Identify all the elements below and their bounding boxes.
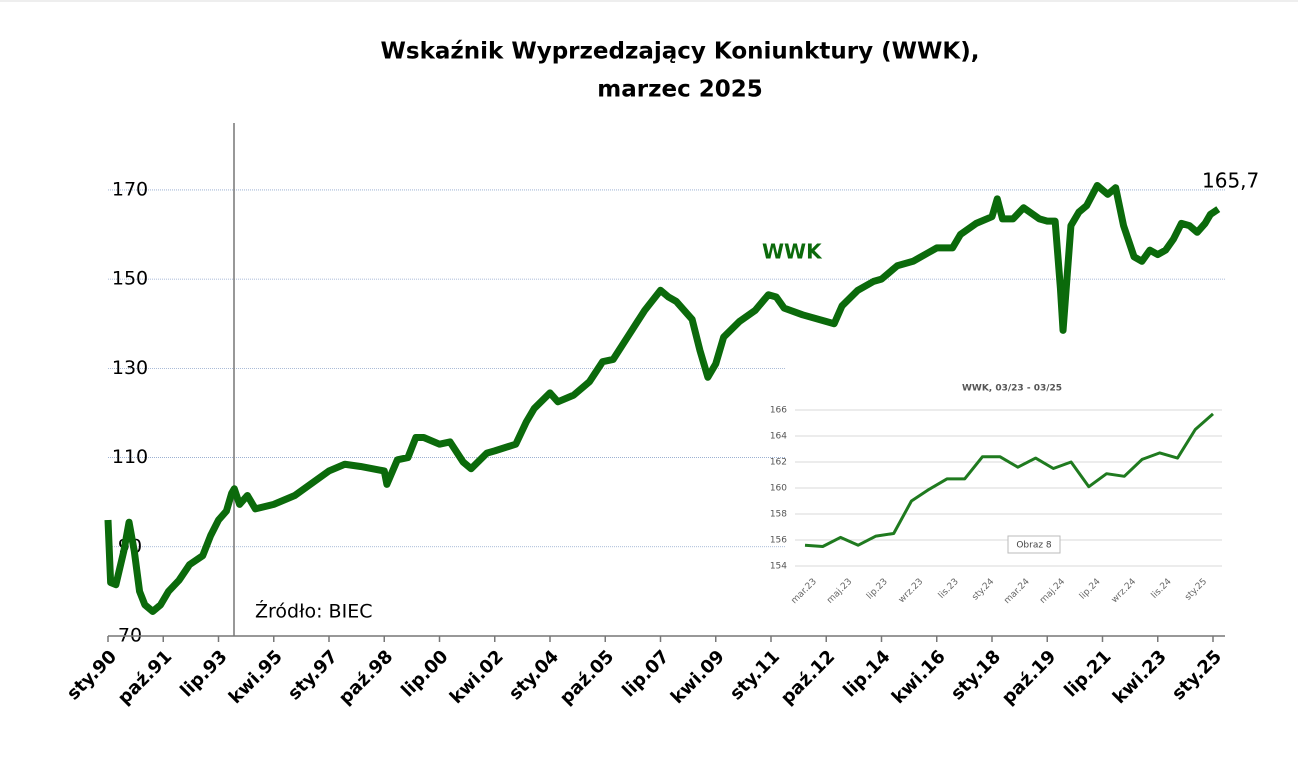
x-tick-label: sty.90 <box>63 646 121 704</box>
inset-y-tick-label: 160 <box>770 484 787 494</box>
x-tick-label: paź.91 <box>114 646 177 709</box>
inset-series-line <box>804 412 1214 548</box>
inset-y-tick-label: 156 <box>770 536 787 546</box>
x-tick-label: kwi.02 <box>446 646 508 708</box>
last-value-label: 165,7 <box>1202 169 1259 193</box>
x-tick-label: lip.21 <box>1060 646 1115 701</box>
source: Źródło: BIEC <box>255 600 372 623</box>
x-tick-label: lip.93 <box>176 646 231 701</box>
chart-title: marzec 2025 <box>597 77 762 103</box>
x-tick-label: kwi.23 <box>1109 646 1171 708</box>
x-tick-label: sty.04 <box>505 646 563 704</box>
chart-title: Wskaźnik Wyprzedzający Koniunktury (WWK)… <box>381 39 980 65</box>
inset-title: WWK, 03/23 - 03/25 <box>962 384 1062 394</box>
series-label: WWK <box>762 240 823 264</box>
inset-y-tick-label: 158 <box>770 510 787 520</box>
x-tick-label: lip.14 <box>839 646 894 701</box>
x-tick-label: lip.00 <box>397 646 452 701</box>
inset-y-tick-label: 154 <box>770 562 787 572</box>
inset-y-tick-label: 166 <box>770 406 787 416</box>
inset-background <box>786 368 1226 632</box>
inset-y-tick-label: 162 <box>770 458 787 468</box>
y-tick-label: 170 <box>112 178 148 200</box>
x-tick-label: kwi.95 <box>225 646 287 708</box>
label-box <box>1007 535 1061 554</box>
x-tick-label: sty.25 <box>1168 646 1226 704</box>
x-tick-label: lip.07 <box>618 646 673 701</box>
series-line <box>104 181 1221 615</box>
y-tick-label: 110 <box>112 446 148 468</box>
inset-y-tick-label: 164 <box>770 432 787 442</box>
x-tick-label: kwi.16 <box>888 646 950 708</box>
y-tick-label: 130 <box>112 357 148 379</box>
label-box-text: Obraz 8 <box>1016 541 1052 551</box>
x-tick-label: paź.05 <box>556 646 619 709</box>
x-tick-label: paź.98 <box>335 646 398 709</box>
x-tick-label: kwi.09 <box>667 646 729 708</box>
y-tick-label: 150 <box>112 268 148 290</box>
x-tick-label: sty.97 <box>284 646 342 704</box>
x-tick-label: paź.12 <box>777 646 840 709</box>
x-tick-label: sty.18 <box>947 646 1005 704</box>
x-tick-label: paź.19 <box>998 646 1061 709</box>
x-tick-label: sty.11 <box>726 646 784 704</box>
